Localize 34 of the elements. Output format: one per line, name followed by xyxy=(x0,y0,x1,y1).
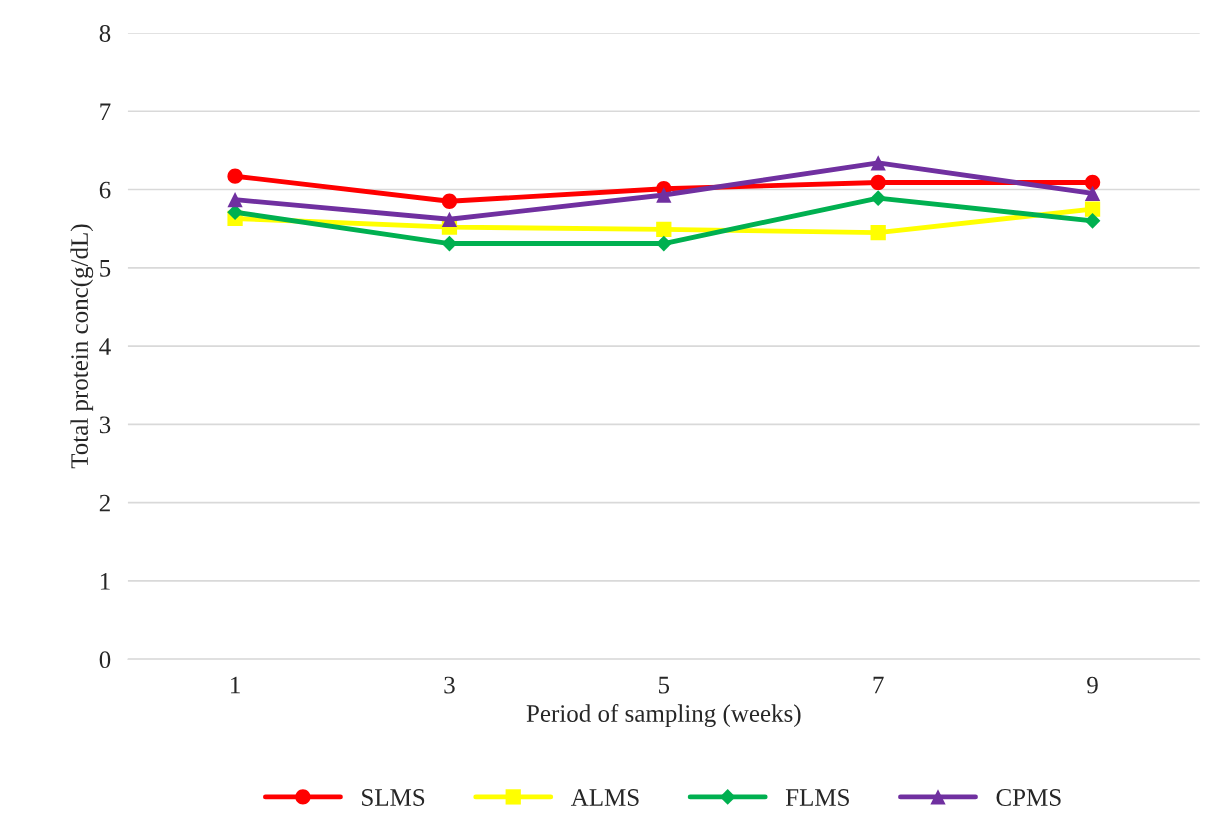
legend-label: SLMS xyxy=(362,789,425,806)
point xyxy=(1084,174,1101,191)
y-tick-label: 7 xyxy=(100,103,111,120)
legend-label: CPMS xyxy=(996,789,1061,806)
y-tick-label: 1 xyxy=(100,573,110,590)
point xyxy=(1084,212,1101,229)
point xyxy=(870,174,886,191)
y-tick-label: 2 xyxy=(99,494,110,512)
point xyxy=(870,190,887,206)
y-tick-label: 8 xyxy=(99,25,111,42)
x-tick-label: 7 xyxy=(873,676,884,694)
x-tick-label: 5 xyxy=(659,676,670,694)
y-tick-label: 5 xyxy=(100,260,111,277)
point xyxy=(227,168,243,184)
point xyxy=(656,187,672,203)
y-tick-label: 6 xyxy=(99,181,111,199)
point xyxy=(441,211,458,227)
point xyxy=(656,221,672,238)
y-tick-label: 4 xyxy=(99,338,111,355)
y-axis-title: Total protein conc(g/dL) xyxy=(70,224,94,469)
point xyxy=(227,192,243,208)
x-tick-label: 9 xyxy=(1087,676,1098,694)
x-tick-label: 1 xyxy=(231,676,240,694)
point xyxy=(1084,201,1101,217)
x-axis-title: Period of sampling (weeks) xyxy=(526,704,801,728)
point xyxy=(1084,185,1101,202)
y-tick-label: 3 xyxy=(99,416,111,434)
legend-label: ALMS xyxy=(570,789,639,806)
x-tick-label: 3 xyxy=(444,676,455,694)
point xyxy=(870,155,886,171)
point xyxy=(870,224,886,241)
point xyxy=(441,193,458,209)
y-tick-label: 0 xyxy=(99,651,111,669)
legend-label: FLMS xyxy=(785,789,849,806)
